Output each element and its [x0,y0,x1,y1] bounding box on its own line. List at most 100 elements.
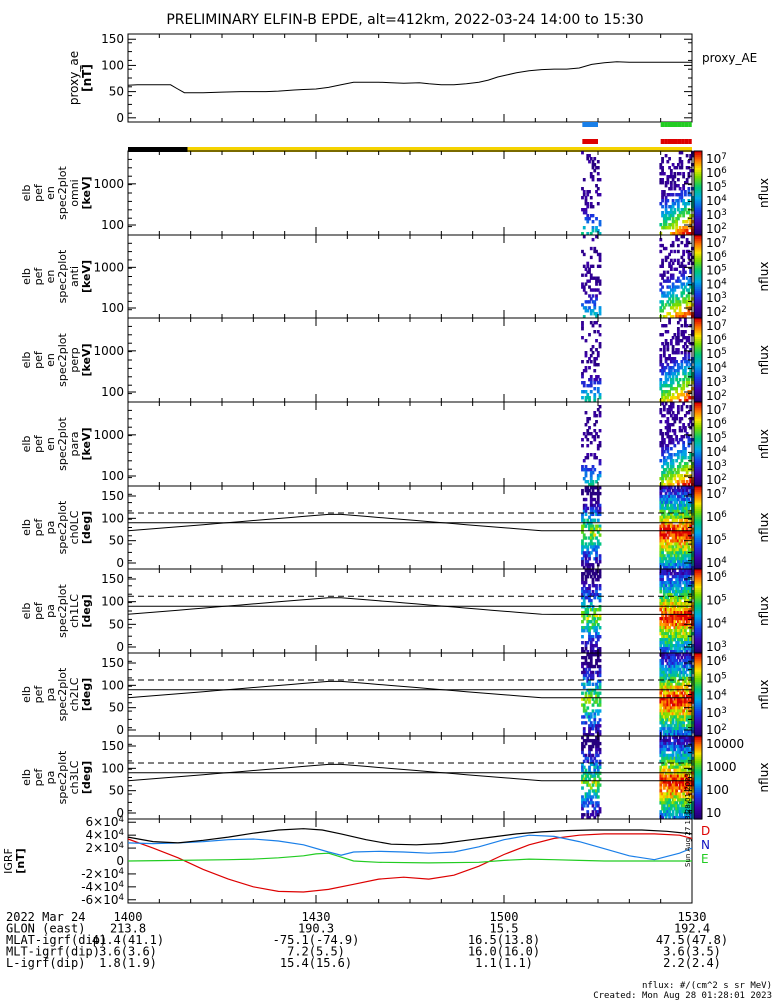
pa-ch1-cbar-cell [694,638,702,641]
pa-ch1-cbar-tick: 106 [706,570,727,584]
pa-ch1-cbar-cell [694,644,702,648]
en-perp-cbar-cell [694,357,702,361]
pa-ch2-cbar-cell [694,702,702,706]
en-anti-cbar-cell [694,268,702,271]
en-perp-cbar-cell [694,332,702,336]
pa-ch0-cbar-label: nflux [757,513,771,543]
en-omni-ytick-label: 1000 [93,177,124,191]
pa-ch3-cbar-frame [693,735,703,820]
pa-ch0-cbar-cell [694,552,702,556]
pa-ch2-cbar-cell [694,655,702,658]
footer-value: 3.6(3.5) [663,945,721,959]
igrf-ytick-label: -6×104 [81,893,124,907]
bar-segment-0 [582,122,598,127]
en-perp-cbar-cell [694,341,702,344]
pa-ch3-cbar-cell [694,752,702,756]
pa-ch2-cbar-cell [694,704,702,708]
en-perp-cbar-cell [694,387,702,390]
bar-segment-dot [664,122,668,127]
en-perp-cbar-cell [694,360,702,363]
igrf-ytick-label: -4×104 [81,880,124,894]
pa-ch1-cbar-cell [694,606,702,610]
en-anti-cbar-cell [694,313,702,317]
proxy_ae-frame [127,33,693,123]
en-perp-cbar-cell [694,324,702,327]
en-perp-cbar-cell [694,362,702,365]
en-anti-cbar-cell [694,255,702,259]
en-para-cbar-tick: 105 [706,431,727,445]
en-omni-cbar-cell [694,169,702,173]
pa-ch1-cbar-cell [694,596,702,599]
bar-segment-4 [128,147,188,152]
en-perp-cbar-cell [694,391,702,395]
pa-ch2-ylabel-0: elb [20,686,33,703]
en-para-cbar-cell [694,452,702,456]
en-anti-cbar-cell [694,295,702,298]
en-para-ylabel-3: spec2plot [56,417,69,471]
pa-ch2-cbar-cell [694,711,702,714]
en-omni-cbar-cell [694,205,702,209]
pa-ch2-cbar-cell [694,684,702,687]
pa-ch3-cbar-cell [694,767,702,770]
pa-ch3-cbar-cell [694,800,702,803]
en-perp-frame [127,317,693,403]
en-para-ytick-label: 1000 [93,428,124,442]
en-anti-ytick-label: 100 [101,301,124,315]
pa-ch1-ytick-label: 50 [109,617,124,631]
pa-ch2-cbar-cell [694,657,702,660]
en-para-cbar-cell [694,435,702,439]
en-omni-cbar-cell [694,182,702,186]
footer-value: 2.2(2.4) [663,956,721,970]
en-omni-cbar-cell [694,188,702,192]
en-anti-cbar-tick: 106 [706,250,727,264]
pa-ch1-ytick-label: 0 [116,640,124,654]
pa-ch1-cbar-tick: 103 [706,640,727,654]
pa-ch0-cbar-cell [694,539,702,543]
en-para-frame [127,401,693,487]
en-anti-cbar-cell [694,276,702,280]
pa-ch0-cbar-cell [694,490,702,493]
pa-ch2-cbar-label: nflux [757,680,771,710]
en-omni-cbar-cell [694,157,702,160]
side-stamp: Sun Aug 27 18:28:01 2023 [684,773,692,867]
en-anti-ylabel-0: elb [20,268,33,285]
pa-ch1-cells [581,569,694,654]
en-omni-ylabel-2: en [44,186,57,200]
en-anti-cbar-cell [694,315,702,319]
pa-ch3-cbar-cell [694,779,702,783]
en-omni-cbar-cell [694,224,702,228]
en-omni-cbar-cell [694,165,702,169]
en-perp-cbar-cell [694,347,702,351]
pa-ch3-cbar-cell [694,802,702,806]
en-para-cbar-cell [694,475,702,479]
pa-ch0-cbar-cell [694,488,702,491]
igrf-ylabel-1: [nT] [14,848,27,873]
pa-ch3-cbar-cell [694,740,702,743]
pa-ch3-cbar-cell [694,744,702,747]
footer-value: 15.5 [490,922,519,936]
pa-ch0-cbar-cell [694,510,702,514]
pa-ch1-cbar-cell [694,648,702,652]
pa-ch2-cbar-cell [694,725,702,729]
en-anti-cbar-tick: 107 [706,236,727,250]
igrf-ytick-label: -2×104 [81,867,124,881]
pa-ch0-ytick-label: 0 [116,556,124,570]
pa-ch3-ytick-label: 100 [101,761,124,775]
pa-ch3-ylabel-2: pa [44,771,57,785]
pa-ch2-cbar-cell [694,692,702,696]
pa-ch3-cbar-cell [694,750,702,754]
igrf-ytick-label: 6×104 [86,815,124,829]
pa-ch1-ytick-label: 150 [101,572,124,586]
en-omni-cbar-tick: 106 [706,166,727,180]
en-omni-cbar-cell [694,220,702,223]
pa-ch2-cbar-tick: 106 [706,654,727,668]
en-omni-cbar-cell [694,232,702,236]
bar-segment-dot [684,139,689,144]
en-para-cbar-cell [694,446,702,449]
en-omni-cbar-cell [694,153,702,156]
pa-ch3-cbar-cell [694,760,702,764]
pa-ch1-cbar-cell [694,615,702,618]
footer-value: 190.3 [298,922,334,936]
pa-ch1-cbar-cell [694,600,702,604]
en-omni-cbar-cell [694,186,702,190]
